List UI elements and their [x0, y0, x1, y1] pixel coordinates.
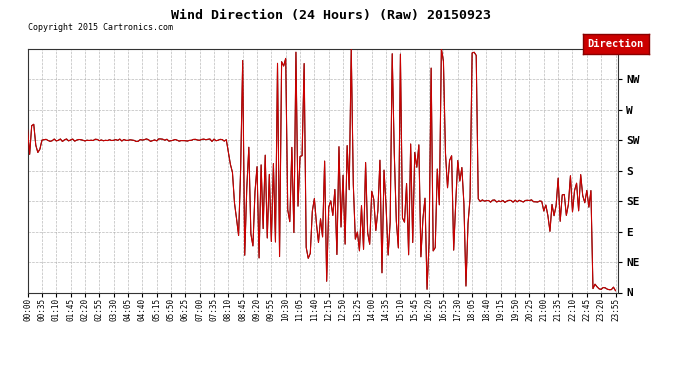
Text: Copyright 2015 Cartronics.com: Copyright 2015 Cartronics.com	[28, 23, 172, 32]
Text: Direction: Direction	[588, 39, 644, 49]
Text: Wind Direction (24 Hours) (Raw) 20150923: Wind Direction (24 Hours) (Raw) 20150923	[171, 9, 491, 22]
